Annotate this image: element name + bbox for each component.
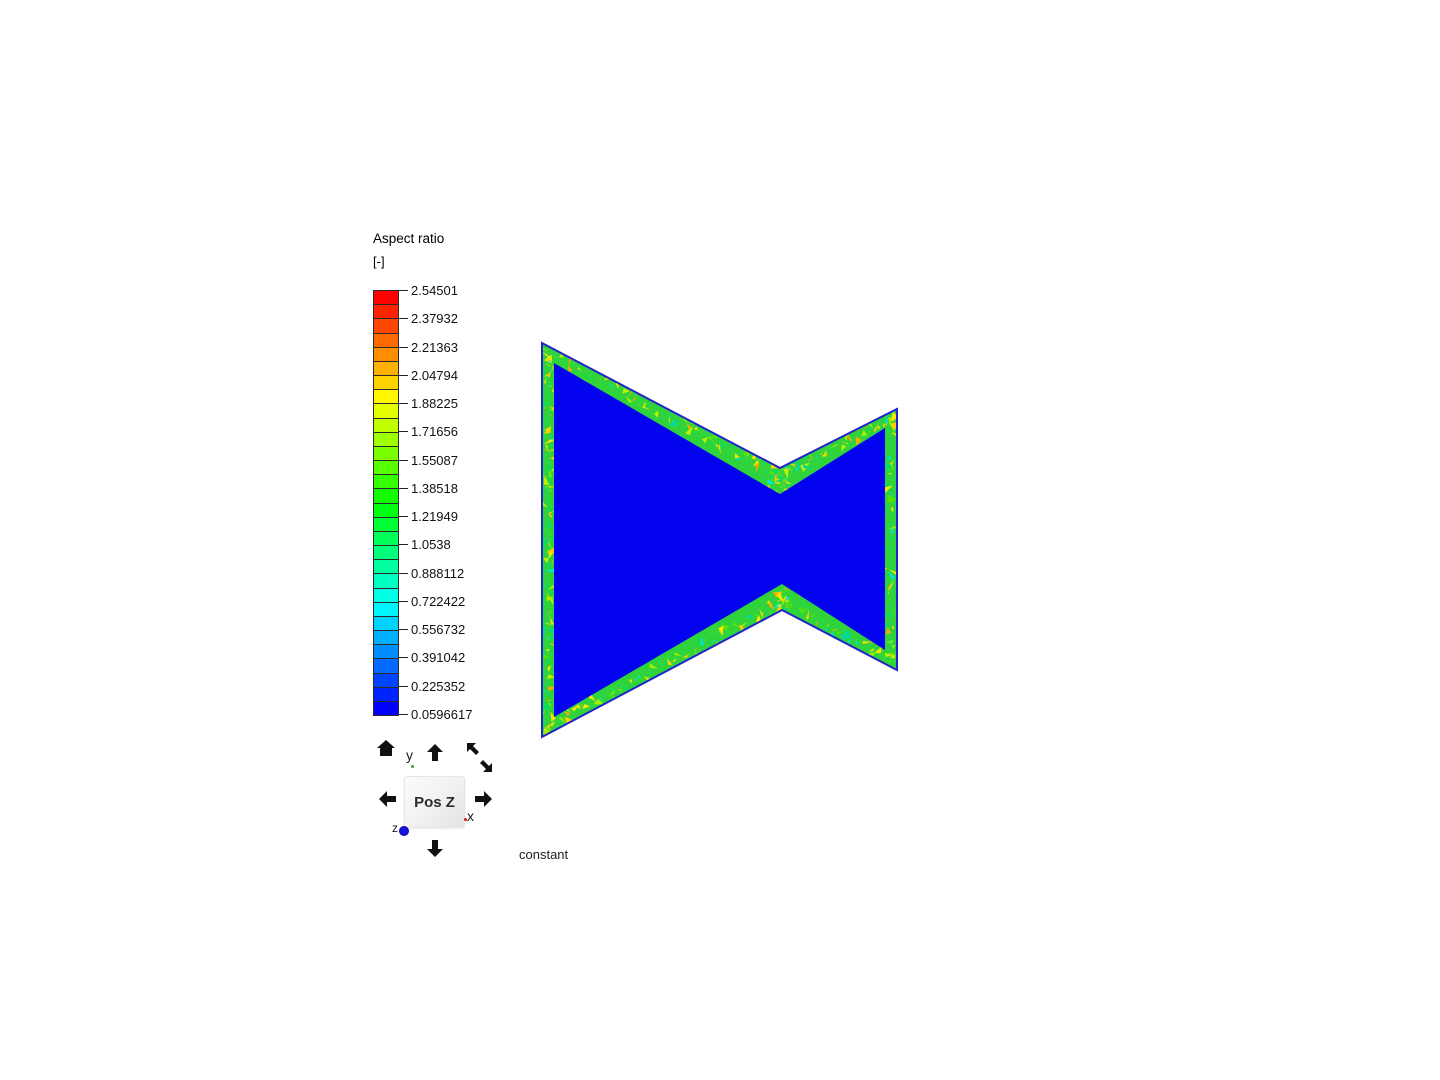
mesh-outline <box>541 341 898 739</box>
legend-tick-label: 0.556732 <box>411 622 466 637</box>
legend-color-cell <box>374 645 398 660</box>
legend-color-cell <box>374 376 398 391</box>
legend-colorbar <box>373 290 399 716</box>
legend-tick-line <box>399 290 408 291</box>
legend-color-cell <box>374 347 398 362</box>
legend-color-cell <box>374 503 398 518</box>
legend-tick-label: 1.71656 <box>411 424 458 439</box>
legend-tick-line <box>399 516 408 517</box>
legend-tick-label: 0.391042 <box>411 650 466 665</box>
pan-right-arrow-icon[interactable] <box>475 791 492 807</box>
zoom-diagonal-arrows-icon[interactable] <box>466 742 493 773</box>
legend-tick-label: 1.38518 <box>411 481 458 496</box>
legend-tick-line <box>399 601 408 602</box>
legend-color-cell <box>374 291 398 306</box>
pan-left-arrow-icon[interactable] <box>379 791 396 807</box>
legend-color-cell <box>374 333 398 348</box>
legend-color-cell <box>374 546 398 561</box>
legend-tick-label: 2.37932 <box>411 311 458 326</box>
legend-color-cell <box>374 432 398 447</box>
legend-ticks: 2.54501 2.37932 2.21363 2.04794 1.88225 1.716… <box>399 283 519 722</box>
legend-color-cell <box>374 673 398 688</box>
legend-tick-line <box>399 714 408 715</box>
legend-color-cell <box>374 531 398 547</box>
legend-tick-line <box>399 573 408 574</box>
legend-tick-label: 1.21949 <box>411 509 458 524</box>
legend-color-cell <box>374 560 398 575</box>
legend-tick-line <box>399 375 408 376</box>
legend-color-cell <box>374 588 398 603</box>
legend-tick-line <box>399 488 408 489</box>
legend-tick-label: 0.722422 <box>411 594 466 609</box>
mesh-interior <box>554 363 885 717</box>
legend-tick-line <box>399 431 408 432</box>
legend-color-cell <box>374 602 398 617</box>
legend-color-cell <box>374 446 398 462</box>
legend-tick-label: 0.0596617 <box>411 707 473 722</box>
pan-down-arrow-icon[interactable] <box>427 840 443 857</box>
home-icon[interactable] <box>376 739 396 757</box>
legend-color-cell <box>374 404 398 419</box>
legend-tick-label: 0.888112 <box>411 566 465 581</box>
legend-tick-label: 2.54501 <box>411 283 458 298</box>
legend-color-cell <box>374 701 398 716</box>
legend-title: Aspect ratio <box>373 231 445 246</box>
legend-tick-label: 2.21363 <box>411 340 458 355</box>
legend-color-cell <box>374 319 398 334</box>
legend-color-cell <box>374 390 398 405</box>
legend-color-cell <box>374 361 398 377</box>
legend-color-cell <box>374 659 398 674</box>
legend-tick-line <box>399 347 408 348</box>
legend-color-cell <box>374 631 398 646</box>
y-axis-tip-dot <box>411 765 414 768</box>
legend-color-cell <box>374 475 398 490</box>
pos-z-view-button[interactable]: Pos Z <box>404 776 465 828</box>
z-axis-sphere-icon <box>399 826 409 836</box>
legend-tick-label: 1.88225 <box>411 396 458 411</box>
x-axis-tip-dot <box>464 818 467 821</box>
legend-tick-line <box>399 460 408 461</box>
legend-color-cell <box>374 489 398 504</box>
legend-color-cell <box>374 305 398 320</box>
x-axis-label: x <box>467 808 474 824</box>
legend-tick-line <box>399 629 408 630</box>
legend-tick-line <box>399 318 408 319</box>
pan-up-arrow-icon[interactable] <box>427 744 443 761</box>
legend-color-cell <box>374 574 398 589</box>
legend-color-cell <box>374 418 398 433</box>
legend-tick-label: 1.55087 <box>411 453 458 468</box>
z-axis-label: z <box>392 821 398 835</box>
legend-tick-line <box>399 403 408 404</box>
legend-unit: [-] <box>373 254 385 269</box>
legend-tick-line <box>399 544 408 545</box>
legend-tick-label: 1.0538 <box>411 537 451 552</box>
scene-annotation-constant: constant <box>519 847 569 862</box>
legend-color-cell <box>374 687 398 702</box>
legend-color-cell <box>374 461 398 476</box>
legend-tick-line <box>399 686 408 687</box>
legend-tick-line <box>399 657 408 658</box>
legend-color-cell <box>374 517 398 532</box>
legend-tick-label: 0.225352 <box>411 679 466 694</box>
legend-color-cell <box>374 616 398 632</box>
legend-tick-label: 2.04794 <box>411 368 458 383</box>
y-axis-label: y <box>406 747 413 763</box>
